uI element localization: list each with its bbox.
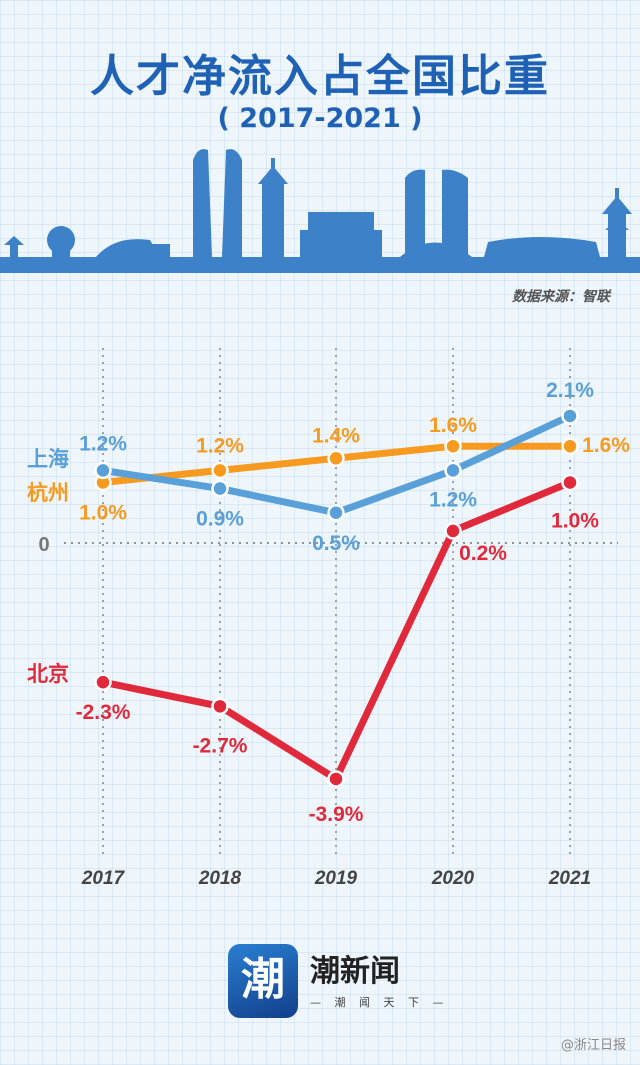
- data-label-北京-2021: 1.0%: [551, 510, 599, 533]
- data-point-上海-2019: [327, 504, 345, 522]
- data-source-note: 数据来源：智联: [512, 289, 610, 305]
- x-tick-label-2018: 2018: [198, 868, 242, 889]
- brand-logo-icon: 潮: [228, 944, 298, 1018]
- data-point-上海-2020: [444, 461, 462, 480]
- data-point-北京-2018: [211, 697, 229, 716]
- data-label-上海-2019: 0.5%: [312, 532, 360, 555]
- x-tick-label-2020: 2020: [431, 868, 475, 889]
- data-label-上海-2018: 0.9%: [196, 508, 244, 531]
- data-point-上海-2021: [561, 407, 579, 425]
- x-tick-label-2019: 2019: [314, 868, 358, 889]
- series-name-杭州: 杭州: [27, 481, 69, 505]
- data-point-杭州-2019: [327, 449, 345, 468]
- data-label-上海-2021: 2.1%: [546, 379, 594, 402]
- brand-name: 潮新闻: [310, 954, 400, 989]
- data-label-北京-2017: -2.3%: [76, 701, 131, 724]
- series-name-上海: 上海: [27, 447, 69, 471]
- chart-subtitle: ( 2017-2021 ): [217, 103, 423, 134]
- data-label-上海-2017: 1.2%: [79, 432, 127, 455]
- data-label-杭州-2021: 1.6%: [582, 434, 630, 457]
- data-label-杭州-2020: 1.6%: [429, 414, 477, 437]
- data-point-杭州-2020: [444, 437, 462, 455]
- series-name-北京: 北京: [27, 662, 69, 686]
- data-label-杭州-2017: 1.0%: [79, 502, 127, 525]
- data-point-北京-2017: [94, 673, 112, 691]
- x-tick-label-2021: 2021: [548, 868, 591, 889]
- x-tick-label-2017: 2017: [81, 868, 126, 889]
- data-point-上海-2017: [94, 461, 112, 480]
- zero-tick-label: 0: [38, 534, 49, 556]
- data-point-上海-2018: [211, 479, 229, 498]
- brand-tagline: — 潮 闻 天 下 —: [310, 996, 449, 1009]
- chart-title: 人才净流入占全国比重: [90, 51, 550, 102]
- data-label-杭州-2019: 1.4%: [312, 424, 360, 447]
- data-label-北京-2019: -3.9%: [309, 803, 364, 826]
- data-point-北京-2019: [327, 770, 345, 788]
- data-point-杭州-2021: [561, 437, 579, 455]
- data-point-杭州-2018: [211, 461, 229, 480]
- data-label-上海-2020: 1.2%: [429, 488, 477, 511]
- city-skyline-illustration: [0, 149, 640, 273]
- data-label-北京-2018: -2.7%: [193, 734, 248, 757]
- data-point-北京-2020: [444, 522, 462, 540]
- data-label-北京-2020: 0.2%: [459, 542, 507, 565]
- data-point-北京-2021: [561, 473, 579, 492]
- watermark: @浙江日报: [560, 1038, 626, 1053]
- data-label-杭州-2018: 1.2%: [196, 434, 244, 457]
